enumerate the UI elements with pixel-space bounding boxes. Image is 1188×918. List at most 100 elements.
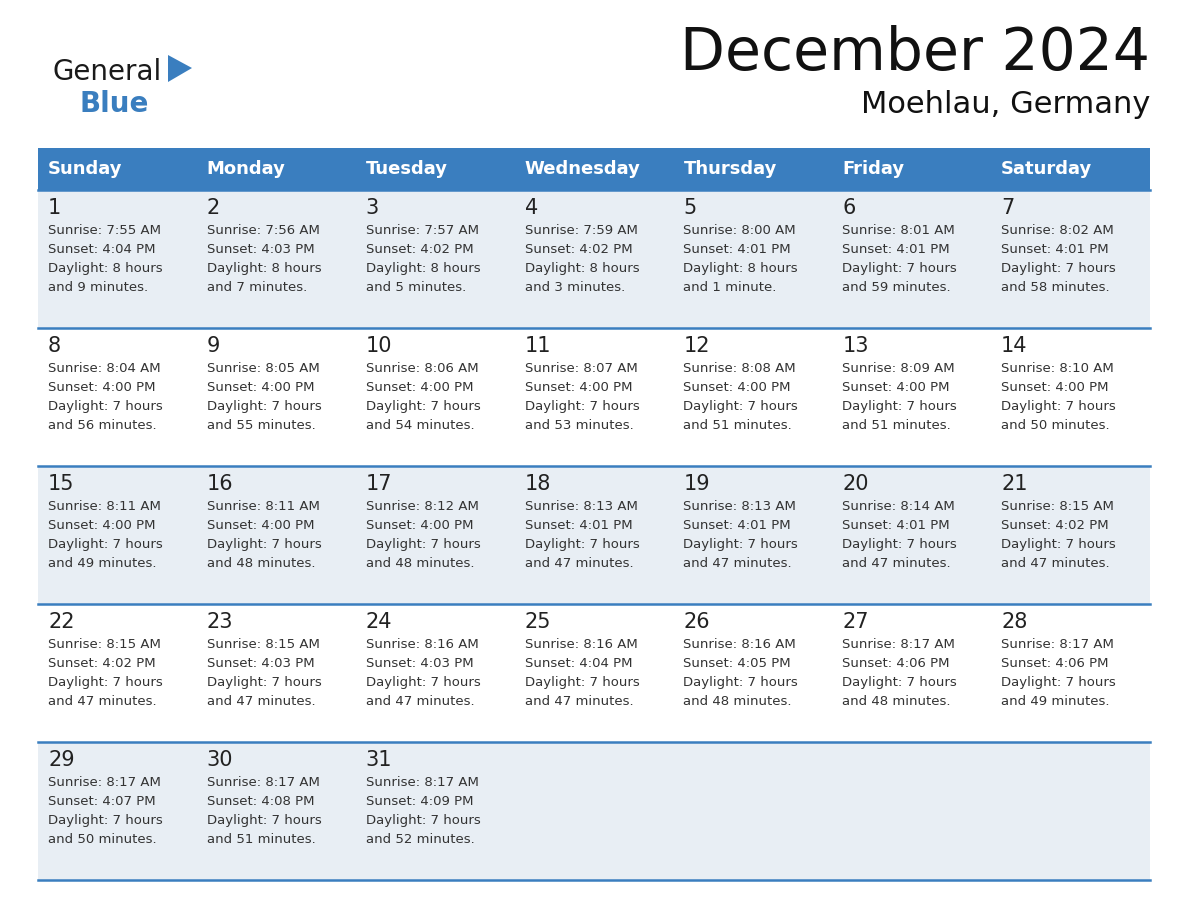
Text: Daylight: 7 hours: Daylight: 7 hours [1001,538,1116,551]
Text: Sunrise: 7:57 AM: Sunrise: 7:57 AM [366,224,479,237]
Text: Sunset: 4:00 PM: Sunset: 4:00 PM [683,381,791,394]
Text: Sunset: 4:01 PM: Sunset: 4:01 PM [683,519,791,532]
Text: General: General [52,58,162,86]
Text: 17: 17 [366,474,392,494]
Text: Daylight: 7 hours: Daylight: 7 hours [48,400,163,413]
Text: Sunset: 4:03 PM: Sunset: 4:03 PM [366,657,473,670]
Text: Sunset: 4:04 PM: Sunset: 4:04 PM [525,657,632,670]
Text: Sunrise: 8:16 AM: Sunrise: 8:16 AM [683,638,796,651]
Text: and 48 minutes.: and 48 minutes. [207,557,315,570]
Text: and 52 minutes.: and 52 minutes. [366,833,474,846]
Text: Sunrise: 8:09 AM: Sunrise: 8:09 AM [842,362,955,375]
Text: Sunrise: 8:15 AM: Sunrise: 8:15 AM [1001,500,1114,513]
Text: and 51 minutes.: and 51 minutes. [207,833,316,846]
Text: Daylight: 8 hours: Daylight: 8 hours [207,262,322,275]
Text: Daylight: 7 hours: Daylight: 7 hours [1001,676,1116,689]
Text: 8: 8 [48,336,61,356]
Text: Blue: Blue [80,90,150,118]
Text: Sunrise: 8:05 AM: Sunrise: 8:05 AM [207,362,320,375]
Text: Daylight: 7 hours: Daylight: 7 hours [366,814,480,827]
Text: Sunset: 4:00 PM: Sunset: 4:00 PM [842,381,949,394]
Text: 25: 25 [525,612,551,632]
Text: Sunrise: 8:11 AM: Sunrise: 8:11 AM [207,500,320,513]
Text: 19: 19 [683,474,710,494]
Text: 9: 9 [207,336,220,356]
Text: Sunset: 4:00 PM: Sunset: 4:00 PM [366,519,473,532]
Text: Sunrise: 8:11 AM: Sunrise: 8:11 AM [48,500,160,513]
Text: and 49 minutes.: and 49 minutes. [1001,695,1110,708]
Text: Sunset: 4:03 PM: Sunset: 4:03 PM [207,243,315,256]
Text: and 53 minutes.: and 53 minutes. [525,419,633,432]
Text: 3: 3 [366,198,379,218]
Text: and 9 minutes.: and 9 minutes. [48,281,148,294]
Text: Tuesday: Tuesday [366,160,448,178]
Text: Sunset: 4:01 PM: Sunset: 4:01 PM [683,243,791,256]
Text: and 49 minutes.: and 49 minutes. [48,557,157,570]
Text: 11: 11 [525,336,551,356]
Text: Sunset: 4:00 PM: Sunset: 4:00 PM [1001,381,1108,394]
Text: Sunset: 4:02 PM: Sunset: 4:02 PM [1001,519,1108,532]
Text: 1: 1 [48,198,62,218]
Text: and 47 minutes.: and 47 minutes. [48,695,157,708]
Text: Sunrise: 8:16 AM: Sunrise: 8:16 AM [525,638,637,651]
Text: Daylight: 7 hours: Daylight: 7 hours [48,814,163,827]
Text: and 54 minutes.: and 54 minutes. [366,419,474,432]
Text: 10: 10 [366,336,392,356]
Text: Sunday: Sunday [48,160,122,178]
Bar [38,148,1150,190]
Text: Sunset: 4:00 PM: Sunset: 4:00 PM [48,519,156,532]
Text: and 47 minutes.: and 47 minutes. [842,557,950,570]
Text: Daylight: 8 hours: Daylight: 8 hours [683,262,798,275]
Text: Daylight: 7 hours: Daylight: 7 hours [366,538,480,551]
Text: 15: 15 [48,474,75,494]
Text: Sunrise: 8:04 AM: Sunrise: 8:04 AM [48,362,160,375]
Text: Sunrise: 8:01 AM: Sunrise: 8:01 AM [842,224,955,237]
Text: Sunset: 4:01 PM: Sunset: 4:01 PM [525,519,632,532]
Bar [38,328,1150,466]
Text: December 2024: December 2024 [680,25,1150,82]
Text: Sunrise: 7:59 AM: Sunrise: 7:59 AM [525,224,638,237]
Text: 21: 21 [1001,474,1028,494]
Text: Sunrise: 8:17 AM: Sunrise: 8:17 AM [842,638,955,651]
Text: and 47 minutes.: and 47 minutes. [366,695,474,708]
Text: and 55 minutes.: and 55 minutes. [207,419,316,432]
Text: Daylight: 7 hours: Daylight: 7 hours [1001,400,1116,413]
Text: Sunset: 4:04 PM: Sunset: 4:04 PM [48,243,156,256]
Text: Friday: Friday [842,160,904,178]
Text: 16: 16 [207,474,234,494]
Text: Daylight: 7 hours: Daylight: 7 hours [525,400,639,413]
Text: and 5 minutes.: and 5 minutes. [366,281,466,294]
Text: 30: 30 [207,750,233,770]
Text: and 7 minutes.: and 7 minutes. [207,281,308,294]
Text: Daylight: 7 hours: Daylight: 7 hours [366,676,480,689]
Text: Sunrise: 8:15 AM: Sunrise: 8:15 AM [207,638,320,651]
Text: Daylight: 7 hours: Daylight: 7 hours [683,676,798,689]
Text: 28: 28 [1001,612,1028,632]
Text: Sunrise: 8:16 AM: Sunrise: 8:16 AM [366,638,479,651]
Text: Daylight: 7 hours: Daylight: 7 hours [207,676,322,689]
Text: Sunset: 4:01 PM: Sunset: 4:01 PM [842,519,950,532]
Text: Sunrise: 8:06 AM: Sunrise: 8:06 AM [366,362,479,375]
Bar [38,742,1150,880]
Text: Thursday: Thursday [683,160,777,178]
Text: Daylight: 7 hours: Daylight: 7 hours [842,676,958,689]
Text: 5: 5 [683,198,696,218]
Text: Sunset: 4:00 PM: Sunset: 4:00 PM [525,381,632,394]
Text: Sunrise: 8:10 AM: Sunrise: 8:10 AM [1001,362,1114,375]
Text: 20: 20 [842,474,868,494]
Text: Sunrise: 8:17 AM: Sunrise: 8:17 AM [366,776,479,789]
Text: Sunset: 4:02 PM: Sunset: 4:02 PM [525,243,632,256]
Text: 6: 6 [842,198,855,218]
Text: 31: 31 [366,750,392,770]
Text: Daylight: 7 hours: Daylight: 7 hours [366,400,480,413]
Text: Sunrise: 8:14 AM: Sunrise: 8:14 AM [842,500,955,513]
Text: and 50 minutes.: and 50 minutes. [1001,419,1110,432]
Text: and 56 minutes.: and 56 minutes. [48,419,157,432]
Text: Sunset: 4:02 PM: Sunset: 4:02 PM [366,243,473,256]
Text: Sunrise: 8:13 AM: Sunrise: 8:13 AM [525,500,638,513]
Text: Sunset: 4:00 PM: Sunset: 4:00 PM [207,381,315,394]
Bar [38,466,1150,604]
Text: Sunrise: 8:17 AM: Sunrise: 8:17 AM [48,776,160,789]
Text: Sunset: 4:00 PM: Sunset: 4:00 PM [207,519,315,532]
Text: Sunrise: 8:00 AM: Sunrise: 8:00 AM [683,224,796,237]
